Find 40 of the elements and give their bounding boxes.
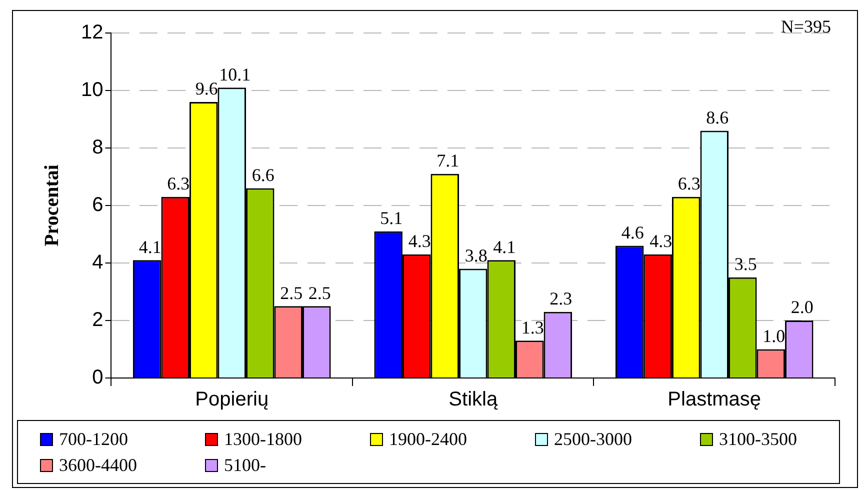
data-label: 8.6 bbox=[706, 107, 729, 128]
data-label: 4.1 bbox=[138, 236, 162, 257]
y-tick-label: 4 bbox=[92, 252, 104, 274]
y-tick-label: 8 bbox=[92, 136, 104, 159]
data-label: 4.3 bbox=[650, 231, 672, 252]
data-label: 6.3 bbox=[678, 174, 700, 194]
data-label: 2.0 bbox=[790, 297, 814, 318]
legend-label: 700-1200 bbox=[59, 428, 128, 451]
data-label: 4.6 bbox=[621, 222, 644, 242]
legend-label: 2500-3000 bbox=[554, 428, 632, 451]
data-label: 10.1 bbox=[219, 64, 251, 84]
data-label: 7.1 bbox=[436, 150, 460, 171]
data-label: 1.0 bbox=[762, 326, 786, 346]
legend-label: 1300-1800 bbox=[224, 428, 302, 451]
x-tick-label: Stiklą bbox=[448, 388, 498, 411]
data-label: 6.3 bbox=[167, 174, 190, 194]
y-tick-label: 10 bbox=[80, 79, 104, 102]
data-label: 2.5 bbox=[308, 282, 331, 303]
data-label: 9.6 bbox=[195, 78, 218, 99]
data-label: 1.3 bbox=[521, 317, 544, 338]
x-tick-label: Popierių bbox=[195, 388, 269, 411]
data-label: 3.5 bbox=[734, 254, 757, 274]
legend-label: 3600-4400 bbox=[59, 454, 137, 477]
data-label: 6.6 bbox=[252, 164, 274, 185]
x-tick-label: Plastmasę bbox=[668, 388, 762, 411]
data-label: 5.1 bbox=[380, 208, 403, 228]
y-tick-label: 0 bbox=[92, 366, 104, 389]
y-axis-title: Procentai bbox=[41, 164, 64, 246]
legend-label: 3100-3500 bbox=[719, 428, 797, 451]
y-tick-label: 2 bbox=[92, 309, 104, 332]
y-tick-label: 6 bbox=[92, 194, 104, 216]
annotation: N=395 bbox=[780, 16, 831, 37]
legend-label: 1900-2400 bbox=[389, 428, 467, 451]
data-label: 4.3 bbox=[408, 231, 431, 252]
legend-label: 5100- bbox=[224, 454, 266, 477]
data-label: 2.3 bbox=[550, 288, 572, 309]
y-tick-label: 12 bbox=[80, 22, 104, 44]
data-label: 3.8 bbox=[464, 245, 488, 266]
data-label: 2.5 bbox=[280, 282, 303, 303]
data-label: 4.1 bbox=[493, 236, 516, 257]
